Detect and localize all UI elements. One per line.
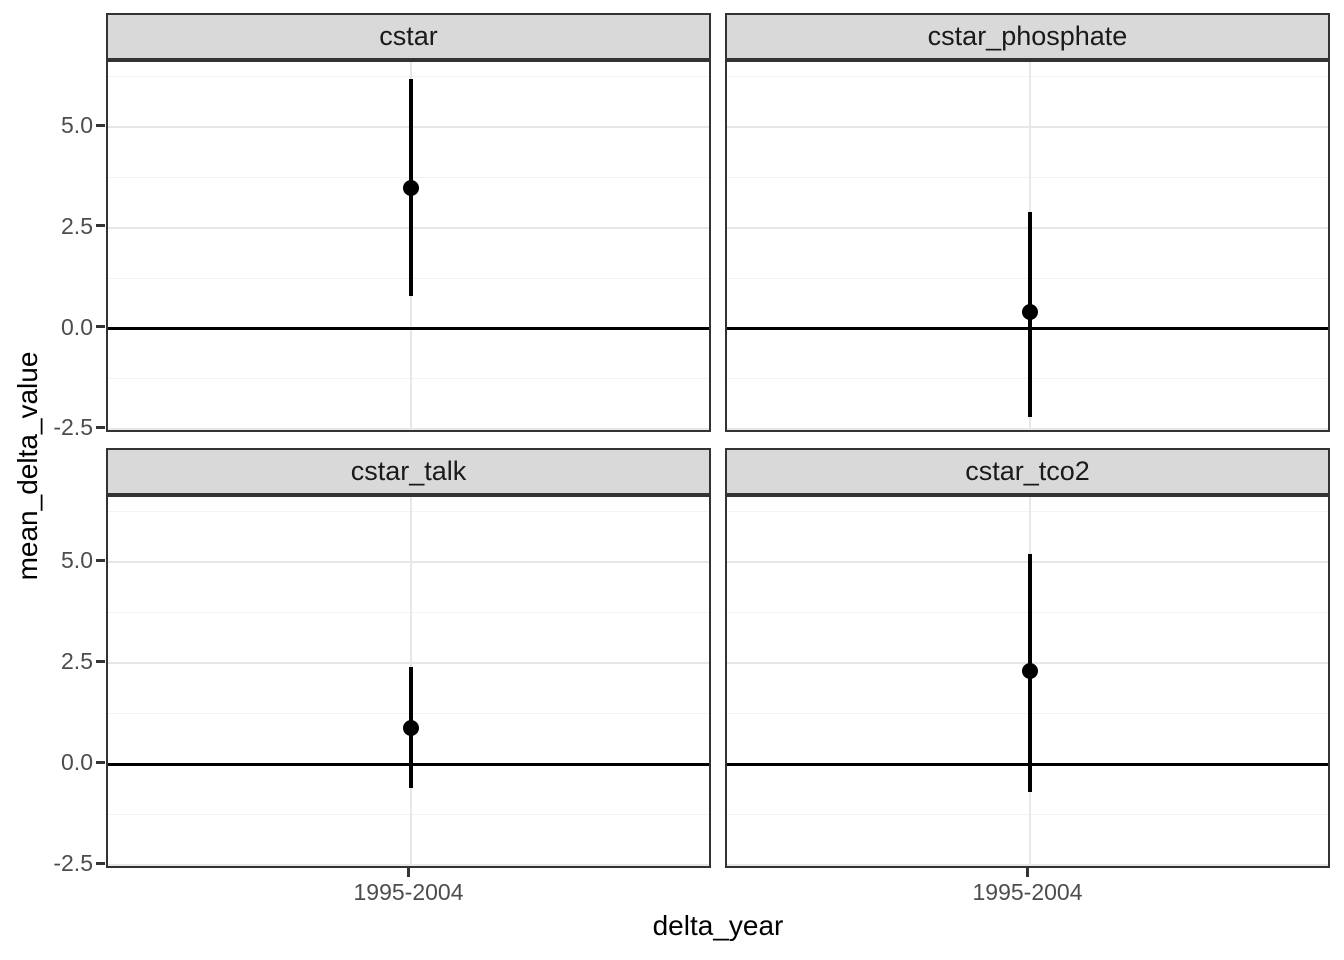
gridline-minor [727,511,1328,513]
x-tick-mark [1026,868,1029,877]
point-estimate [1021,663,1038,680]
facet-strip-label: cstar_phosphate [927,21,1128,51]
y-tick-mark [96,123,105,127]
point-estimate [402,719,419,736]
facet-strip: cstar_phosphate [725,13,1330,60]
gridline-minor [727,76,1328,78]
y-tick-mark [96,760,105,764]
y-tick-label: 0.0 [61,749,93,776]
point-estimate [402,179,419,196]
facet-strip-label: cstar [379,21,438,51]
facet-panel [106,60,711,432]
facet-panel [725,495,1330,868]
gridline-major [727,126,1328,129]
facet-strip: cstar [106,13,711,60]
facet-panel [725,60,1330,432]
y-tick-mark [96,224,105,228]
facet-strip: cstar_talk [106,448,711,495]
gridline-major [108,662,709,665]
gridline-minor [108,612,709,614]
x-axis-title: delta_year [652,910,784,941]
facet-strip-label: cstar_talk [350,456,467,486]
gridline-minor [108,378,709,380]
facet-strip-label: cstar_tco2 [965,456,1090,486]
gridline-minor [108,814,709,816]
gridline-major [108,864,709,866]
y-tick-mark [96,425,105,429]
gridline-minor [108,76,709,78]
facet-strip: cstar_tco2 [725,448,1330,495]
gridline-major [727,428,1328,430]
facet-panel [106,495,711,868]
gridline-major [108,561,709,564]
x-tick-label: 1995-2004 [353,879,464,905]
x-tick-mark [407,868,410,877]
y-tick-label: -2.5 [53,414,93,441]
y-tick-mark [96,861,105,865]
gridline-minor [727,814,1328,816]
y-axis-title: mean_delta_value [12,351,43,581]
gridline-minor [727,177,1328,179]
y-tick-mark [96,659,105,663]
y-tick-mark [96,325,105,329]
y-tick-label: 5.0 [61,547,93,574]
gridline-major [727,864,1328,866]
gridline-major [108,428,709,430]
zero-reference-line [108,327,709,331]
y-tick-label: 2.5 [61,648,93,675]
y-tick-mark [96,558,105,562]
y-tick-label: 2.5 [61,212,93,239]
y-tick-label: 5.0 [61,112,93,139]
gridline-minor [108,511,709,513]
y-tick-label: 0.0 [61,313,93,340]
point-estimate [1021,304,1038,321]
y-tick-label: -2.5 [53,850,93,877]
x-tick-label: 1995-2004 [972,879,1083,905]
